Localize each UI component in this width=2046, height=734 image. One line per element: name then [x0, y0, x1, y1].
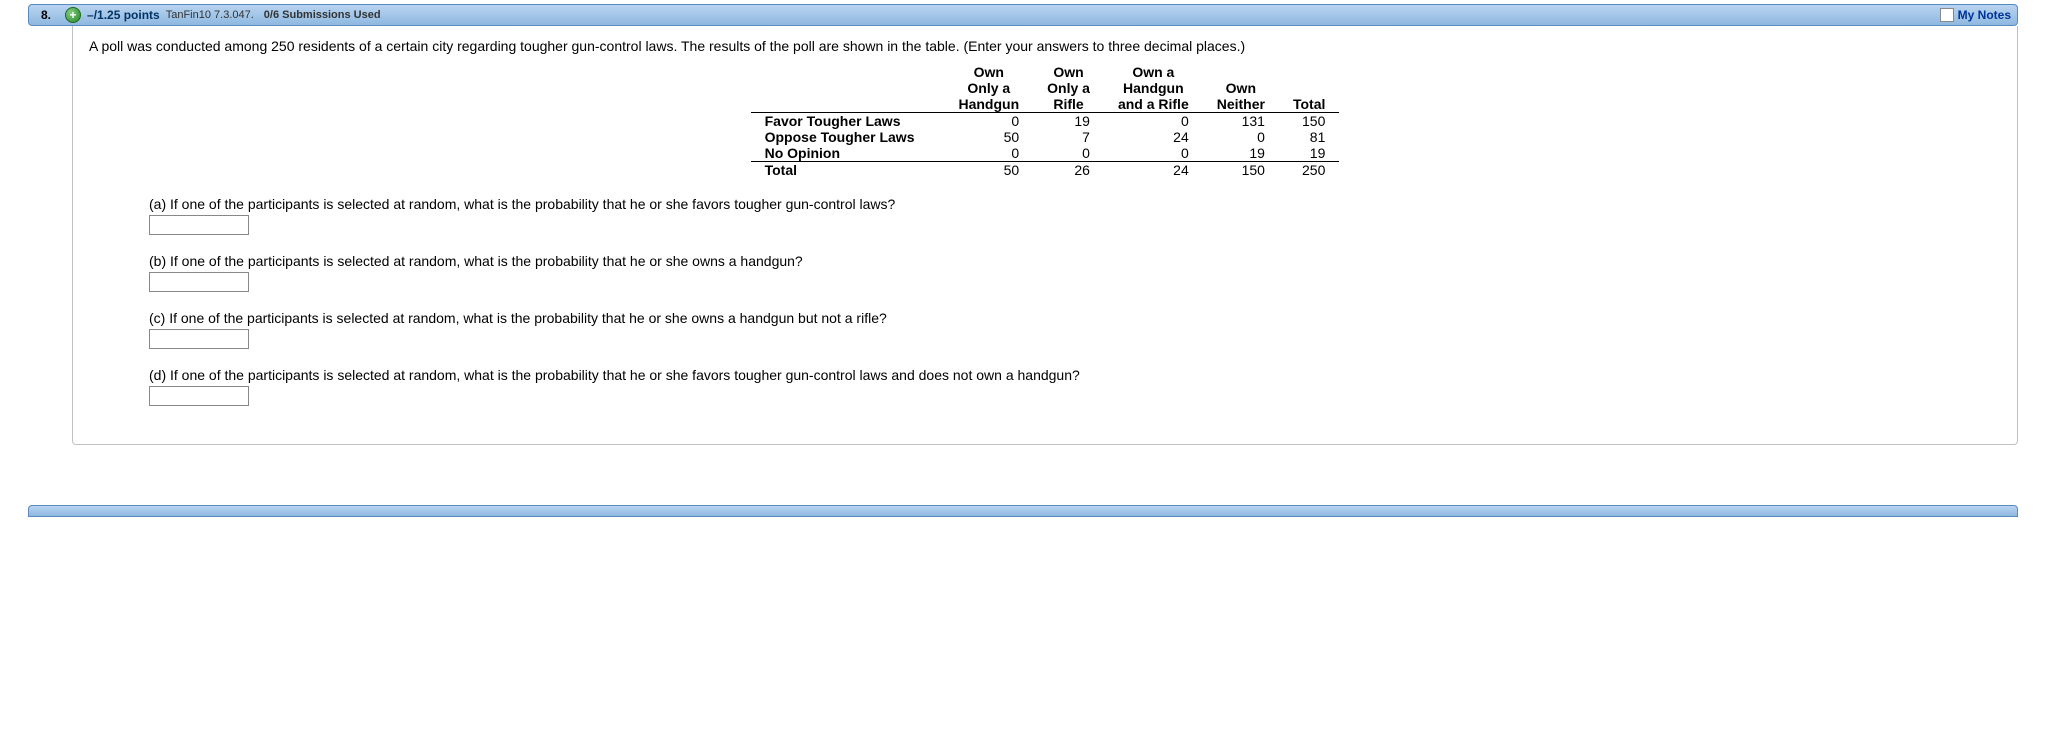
- expand-icon[interactable]: +: [65, 7, 81, 23]
- question-header: 8. + –/1.25 points TanFin10 7.3.047. 0/6…: [28, 4, 2018, 26]
- table-row: No Opinion 0 0 0 19 19: [751, 145, 1340, 162]
- question-d: (d) If one of the participants is select…: [149, 367, 2001, 406]
- question-b: (b) If one of the participants is select…: [149, 253, 2001, 292]
- table-row: Oppose Tougher Laws 50 7 24 0 81: [751, 129, 1340, 145]
- answer-input-c[interactable]: [149, 329, 249, 349]
- answer-input-b[interactable]: [149, 272, 249, 292]
- notes-checkbox-icon[interactable]: [1940, 8, 1954, 22]
- question-c: (c) If one of the participants is select…: [149, 310, 2001, 349]
- my-notes-link[interactable]: My Notes: [1958, 8, 2011, 22]
- col-header-rifle: Own Only a Rifle: [1033, 64, 1104, 113]
- question-b-text: (b) If one of the participants is select…: [149, 253, 803, 269]
- question-d-text: (d) If one of the participants is select…: [149, 367, 1080, 383]
- question-content: A poll was conducted among 250 residents…: [72, 26, 2018, 445]
- answer-input-d[interactable]: [149, 386, 249, 406]
- submissions-label: 0/6 Submissions Used: [264, 9, 381, 21]
- question-number: 8.: [41, 8, 51, 22]
- table-row-total: Total 50 26 24 150 250: [751, 162, 1340, 179]
- answer-input-a[interactable]: [149, 215, 249, 235]
- footer-bar: [28, 505, 2018, 517]
- table-row: Favor Tougher Laws 0 19 0 131 150: [751, 113, 1340, 130]
- col-header-total: Total: [1279, 64, 1339, 113]
- question-c-text: (c) If one of the participants is select…: [149, 310, 887, 326]
- col-header-both: Own a Handgun and a Rifle: [1104, 64, 1203, 113]
- question-a-text: (a) If one of the participants is select…: [149, 196, 895, 212]
- points-label: –/1.25 points: [87, 8, 160, 22]
- data-table: Own Only a Handgun Own Only a Rifle Own …: [751, 64, 1340, 178]
- col-header-handgun: Own Only a Handgun: [944, 64, 1033, 113]
- col-header-neither: Own Neither: [1203, 64, 1279, 113]
- intro-text: A poll was conducted among 250 residents…: [89, 38, 2001, 54]
- question-a: (a) If one of the participants is select…: [149, 196, 2001, 235]
- source-label: TanFin10 7.3.047.: [166, 9, 254, 21]
